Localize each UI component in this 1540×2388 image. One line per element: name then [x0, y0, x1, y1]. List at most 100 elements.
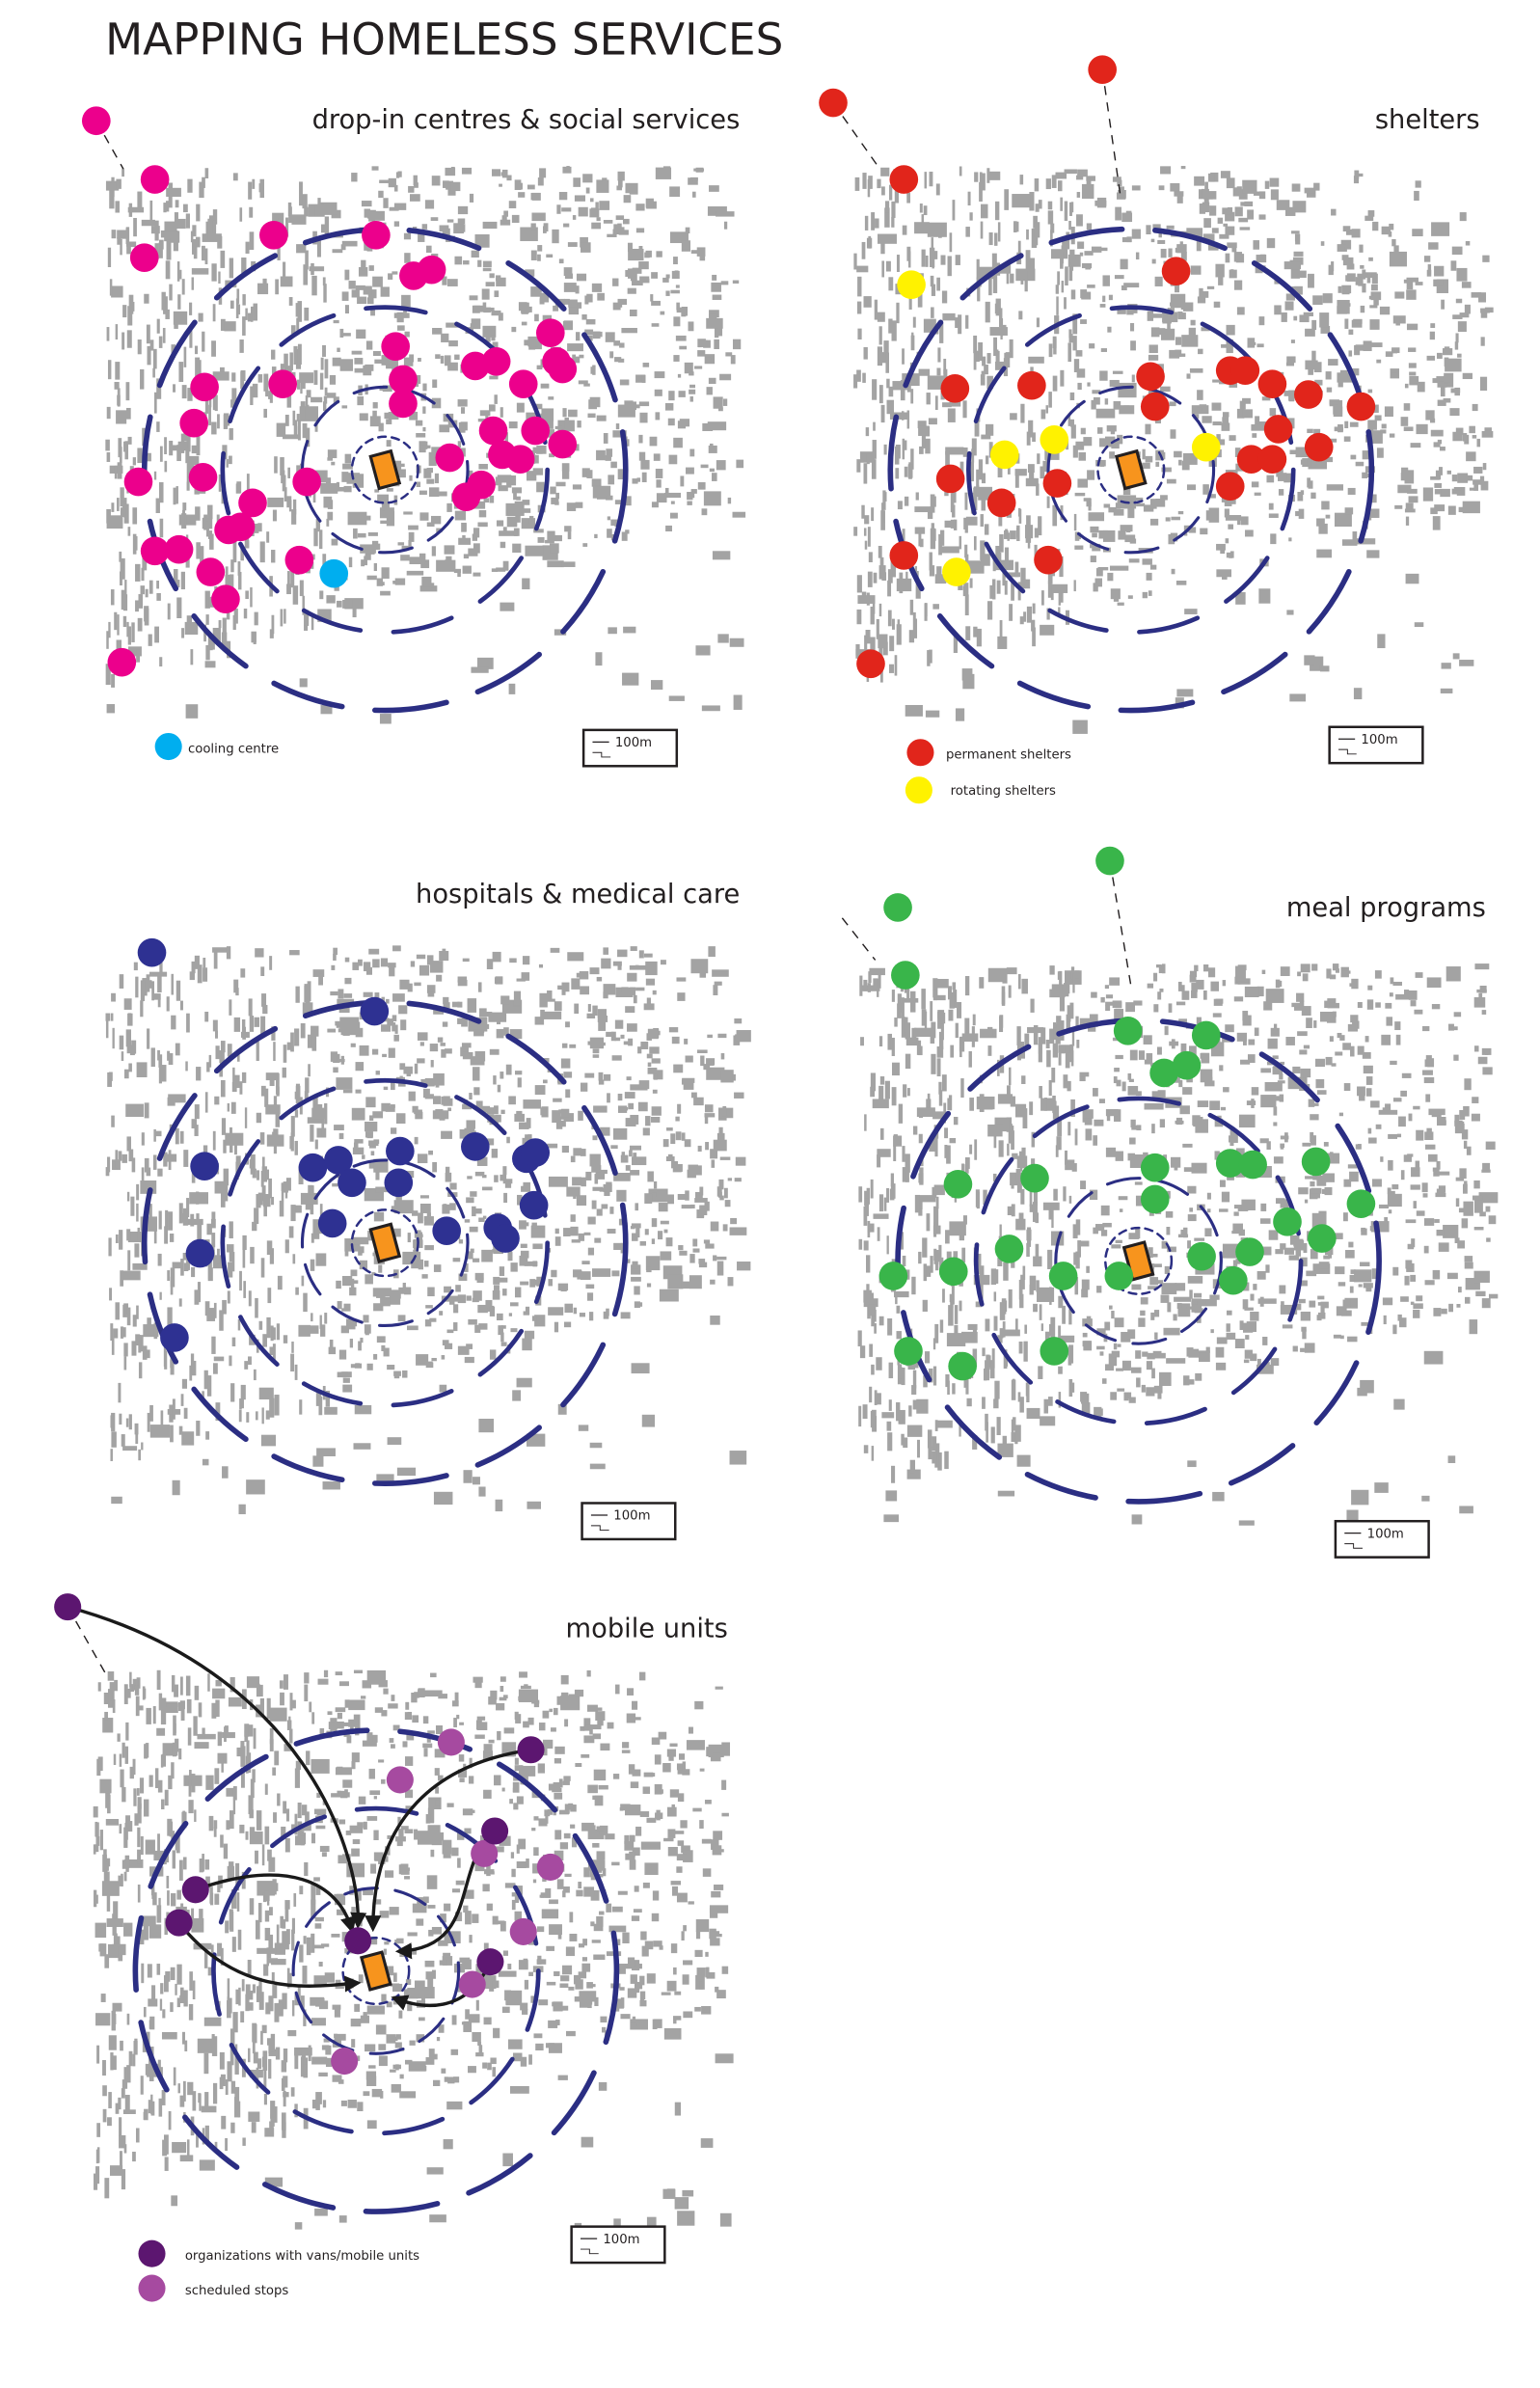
- building: [426, 1361, 433, 1368]
- building: [1225, 211, 1235, 222]
- building: [874, 1390, 878, 1405]
- building: [310, 1259, 315, 1271]
- building: [1375, 1002, 1381, 1008]
- building: [1456, 487, 1466, 496]
- building: [1344, 507, 1354, 515]
- building: [500, 1072, 504, 1079]
- building: [1268, 1230, 1279, 1240]
- building: [365, 1097, 376, 1108]
- building: [1403, 279, 1409, 284]
- building: [990, 1268, 997, 1286]
- building: [1403, 426, 1414, 431]
- building: [296, 317, 300, 334]
- building: [196, 204, 201, 222]
- building: [1088, 502, 1092, 511]
- building: [1069, 419, 1075, 427]
- building: [970, 461, 974, 482]
- building: [1197, 1100, 1209, 1108]
- building: [525, 1306, 530, 1316]
- building: [1361, 1228, 1367, 1235]
- building: [998, 510, 1003, 527]
- building: [136, 1062, 148, 1077]
- building: [1104, 985, 1110, 990]
- building: [1409, 375, 1419, 386]
- building: [250, 306, 254, 322]
- building: [635, 987, 645, 991]
- building: [283, 1181, 288, 1193]
- building: [186, 1198, 190, 1218]
- building: [1198, 1350, 1210, 1363]
- building: [869, 967, 885, 976]
- building: [989, 584, 995, 599]
- building: [906, 192, 911, 204]
- building: [367, 289, 377, 299]
- building: [1454, 1123, 1465, 1134]
- building: [581, 1177, 586, 1187]
- building: [531, 1222, 537, 1229]
- building: [142, 1345, 148, 1360]
- building: [531, 212, 546, 222]
- building: [108, 621, 111, 638]
- building: [292, 585, 299, 605]
- building: [373, 1158, 389, 1173]
- building: [1251, 1087, 1259, 1096]
- building: [139, 1335, 144, 1352]
- building: [1152, 1350, 1162, 1355]
- building: [1086, 176, 1095, 181]
- building: [727, 1178, 733, 1181]
- building: [1012, 1153, 1018, 1159]
- building: [393, 1034, 399, 1042]
- building: [550, 486, 556, 495]
- building: [183, 1150, 189, 1167]
- building: [1148, 590, 1152, 596]
- building: [1364, 473, 1371, 478]
- building: [442, 276, 447, 285]
- building: [365, 966, 372, 975]
- building: [1115, 206, 1121, 221]
- building: [1124, 534, 1136, 543]
- building: [366, 575, 377, 581]
- building: [581, 468, 590, 477]
- building: [187, 455, 200, 466]
- building: [1290, 268, 1300, 279]
- building: [460, 1046, 469, 1057]
- building: [149, 1204, 152, 1222]
- building: [453, 1304, 459, 1314]
- building: [868, 552, 873, 562]
- building: [1346, 1509, 1359, 1523]
- building: [1216, 1337, 1228, 1344]
- building: [1132, 497, 1144, 502]
- building: [897, 501, 903, 510]
- building: [211, 421, 217, 435]
- building: [531, 1316, 537, 1321]
- building: [187, 456, 190, 469]
- building: [974, 172, 979, 182]
- building: [734, 1018, 743, 1024]
- building: [1440, 488, 1450, 498]
- service-marker: [1140, 392, 1170, 421]
- building: [603, 984, 616, 995]
- building: [579, 971, 589, 980]
- building: [649, 1046, 660, 1054]
- building: [499, 1266, 505, 1276]
- building: [1120, 258, 1128, 270]
- building: [713, 1139, 727, 1152]
- building: [338, 1132, 344, 1140]
- building: [906, 982, 910, 1003]
- building: [363, 962, 371, 972]
- building: [1170, 293, 1186, 309]
- building: [539, 292, 550, 303]
- building: [988, 442, 993, 458]
- building: [489, 495, 495, 503]
- building: [158, 1063, 162, 1084]
- building: [564, 417, 569, 428]
- building: [372, 351, 381, 357]
- building: [223, 1302, 227, 1312]
- building: [1005, 1329, 1020, 1337]
- building: [394, 578, 406, 585]
- service-marker: [190, 1152, 219, 1180]
- building: [1309, 1300, 1316, 1308]
- building: [173, 568, 178, 584]
- building: [489, 1349, 497, 1360]
- building: [432, 327, 443, 335]
